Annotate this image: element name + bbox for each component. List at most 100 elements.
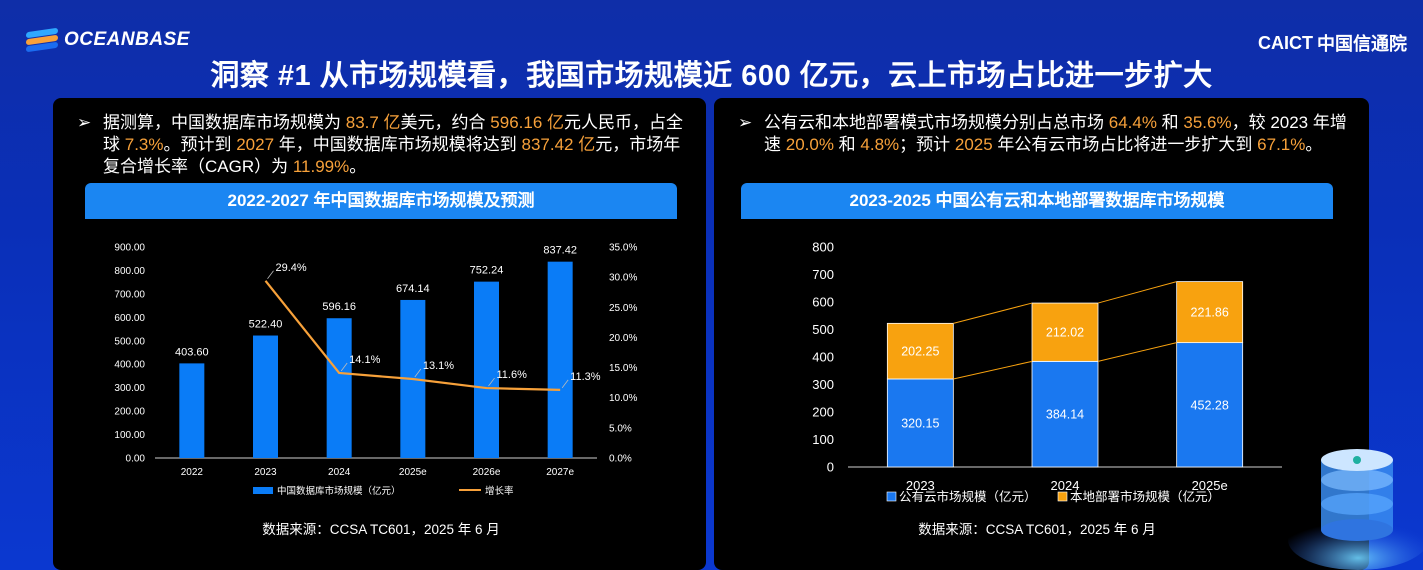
series-connector-line	[1097, 281, 1177, 304]
y-tick-label: 400.00	[114, 360, 145, 371]
growth-label-leader	[267, 270, 274, 279]
bar	[253, 335, 278, 458]
y2-tick-label: 35.0%	[609, 243, 637, 254]
right-chart-title: 2023-2025 中国公有云和本地部署数据库市场规模	[741, 183, 1333, 219]
x-tick-label: 2023	[254, 467, 277, 478]
x-tick-label: 2025e	[1192, 478, 1228, 493]
y-tick-label: 700.00	[114, 289, 145, 300]
bar-on-premise	[1031, 302, 1099, 362]
caict-logo-cn: 中国信通院	[1317, 34, 1407, 54]
y2-tick-label: 10.0%	[609, 393, 637, 404]
bar-value-label: 522.40	[249, 319, 283, 331]
growth-rate-label: 29.4%	[276, 262, 307, 274]
growth-rate-label: 11.3%	[570, 371, 601, 383]
database-cylinder-icon	[1288, 449, 1423, 570]
bar-value-label: 837.42	[543, 245, 577, 257]
public-cloud-value-label: 320.15	[901, 416, 939, 430]
legend-on-premise-label: 本地部署市场规模（亿元）	[1070, 489, 1220, 504]
y-tick-label: 800.00	[114, 266, 145, 277]
oceanbase-logo: OCEANBASE	[26, 27, 190, 53]
y-tick-label: 500.00	[114, 336, 145, 347]
right-bullet-text: 公有云和本地部署模式市场规模分别占总市场 64.4% 和 35.6%，较 202…	[764, 113, 1347, 154]
y2-tick-label: 25.0%	[609, 303, 637, 314]
x-tick-label: 2024	[328, 467, 351, 478]
on-premise-value-label: 202.25	[901, 345, 939, 359]
right-bullet: ➢ 公有云和本地部署模式市场规模分别占总市场 64.4% 和 35.6%，较 2…	[738, 112, 1348, 156]
bar-public-cloud	[886, 378, 954, 468]
bar-on-premise	[886, 322, 954, 380]
growth-label-leader	[561, 379, 569, 389]
growth-rate-label: 13.1%	[423, 360, 454, 372]
y-tick-label: 400	[812, 350, 834, 365]
y-tick-label: 600	[812, 295, 834, 310]
left-bullet: ➢ 据测算，中国数据库市场规模为 83.7 亿美元，约合 596.16 亿元人民…	[77, 112, 692, 178]
oceanbase-logo-icon	[26, 27, 58, 53]
legend-public-cloud-swatch	[886, 491, 897, 502]
series-connector-line	[953, 360, 1033, 380]
bullet-arrow-icon: ➢	[77, 113, 92, 132]
y-tick-label: 100	[812, 432, 834, 447]
y2-tick-label: 0.0%	[609, 454, 632, 465]
right-panel: ➢ 公有云和本地部署模式市场规模分别占总市场 64.4% 和 35.6%，较 2…	[714, 98, 1369, 570]
legend-line-label: 增长率	[485, 485, 514, 497]
on-premise-value-label: 221.86	[1191, 306, 1229, 320]
bar	[474, 281, 499, 458]
y-tick-label: 300.00	[114, 383, 145, 394]
bar	[547, 261, 573, 458]
y-tick-label: 200.00	[114, 407, 145, 418]
bullet-arrow-icon: ➢	[738, 113, 753, 132]
growth-label-leader	[340, 362, 348, 372]
bar-public-cloud	[1031, 360, 1099, 468]
legend-on-premise-swatch	[1057, 491, 1068, 502]
x-tick-label: 2023	[906, 478, 935, 493]
y-tick-label: 600.00	[114, 313, 145, 324]
left-chart-area: 0.00 100.00 200.00 300.00 400.00 500.00 600.00…	[85, 219, 677, 519]
y-tick-label: 0.00	[126, 454, 146, 465]
series-connector-line	[1097, 342, 1177, 362]
bar-on-premise	[1176, 281, 1244, 344]
left-panel: ➢ 据测算，中国数据库市场规模为 83.7 亿美元，约合 596.16 亿元人民…	[53, 98, 706, 570]
bar-value-label: 403.60	[175, 346, 209, 358]
left-chart-title: 2022-2027 年中国数据库市场规模及预测	[85, 183, 677, 219]
y-tick-label: 300	[812, 377, 834, 392]
y-tick-label: 700	[812, 267, 834, 282]
market-size-chart: 0.00 100.00 200.00 300.00 400.00 500.00 600.00…	[114, 243, 637, 498]
caict-logo-text: CAICT	[1258, 32, 1313, 53]
x-tick-label: 2022	[181, 467, 204, 478]
growth-rate-label: 11.6%	[497, 369, 528, 381]
growth-label-leader	[414, 368, 422, 378]
legend-public-cloud-label: 公有云市场规模（亿元）	[899, 489, 1037, 504]
y-tick-label: 100.00	[114, 430, 145, 441]
x-tick-label: 2024	[1051, 478, 1080, 493]
y-tick-label: 0	[827, 460, 834, 475]
legend-bar-label: 中国数据库市场规模（亿元）	[277, 485, 401, 497]
x-tick-label: 2025e	[399, 467, 427, 478]
bar	[326, 318, 352, 458]
on-premise-value-label: 212.02	[1046, 326, 1084, 340]
growth-rate-label: 14.1%	[349, 354, 380, 366]
public-cloud-value-label: 452.28	[1191, 398, 1229, 412]
bar	[179, 363, 205, 458]
bar-value-label: 596.16	[322, 301, 356, 313]
growth-rate-line	[264, 280, 561, 391]
legend-bar-swatch	[253, 487, 273, 494]
x-tick-label: 2026e	[473, 467, 501, 478]
y2-tick-label: 15.0%	[609, 363, 637, 374]
growth-label-leader	[488, 377, 495, 387]
left-source: 数据来源：CCSA TC601，2025 年 6 月	[262, 522, 500, 537]
right-chart-area: 0 100 200 300 400 500 600 700 800 320.15 202.25 202…	[741, 219, 1333, 519]
public-cloud-value-label: 384.14	[1046, 408, 1084, 422]
cloud-vs-onprem-chart: 0 100 200 300 400 500 600 700 800 320.15 202.25 202…	[812, 240, 1282, 504]
bar-value-label: 674.14	[396, 283, 430, 295]
y2-tick-label: 30.0%	[609, 273, 637, 284]
x-tick-label: 2027e	[546, 467, 574, 478]
y-tick-label: 200	[812, 405, 834, 420]
y-tick-label: 900.00	[114, 243, 145, 254]
oceanbase-logo-text: OCEANBASE	[64, 29, 190, 50]
y2-tick-label: 20.0%	[609, 333, 637, 344]
y-tick-label: 500	[812, 322, 834, 337]
right-source: 数据来源：CCSA TC601，2025 年 6 月	[918, 522, 1156, 537]
left-bullet-text: 据测算，中国数据库市场规模为 83.7 亿美元，约合 596.16 亿元人民币，…	[103, 113, 684, 176]
page-title: 洞察 #1 从市场规模看，我国市场规模近 600 亿元，云上市场占比进一步扩大	[210, 60, 1213, 92]
series-connector-line	[953, 302, 1033, 324]
